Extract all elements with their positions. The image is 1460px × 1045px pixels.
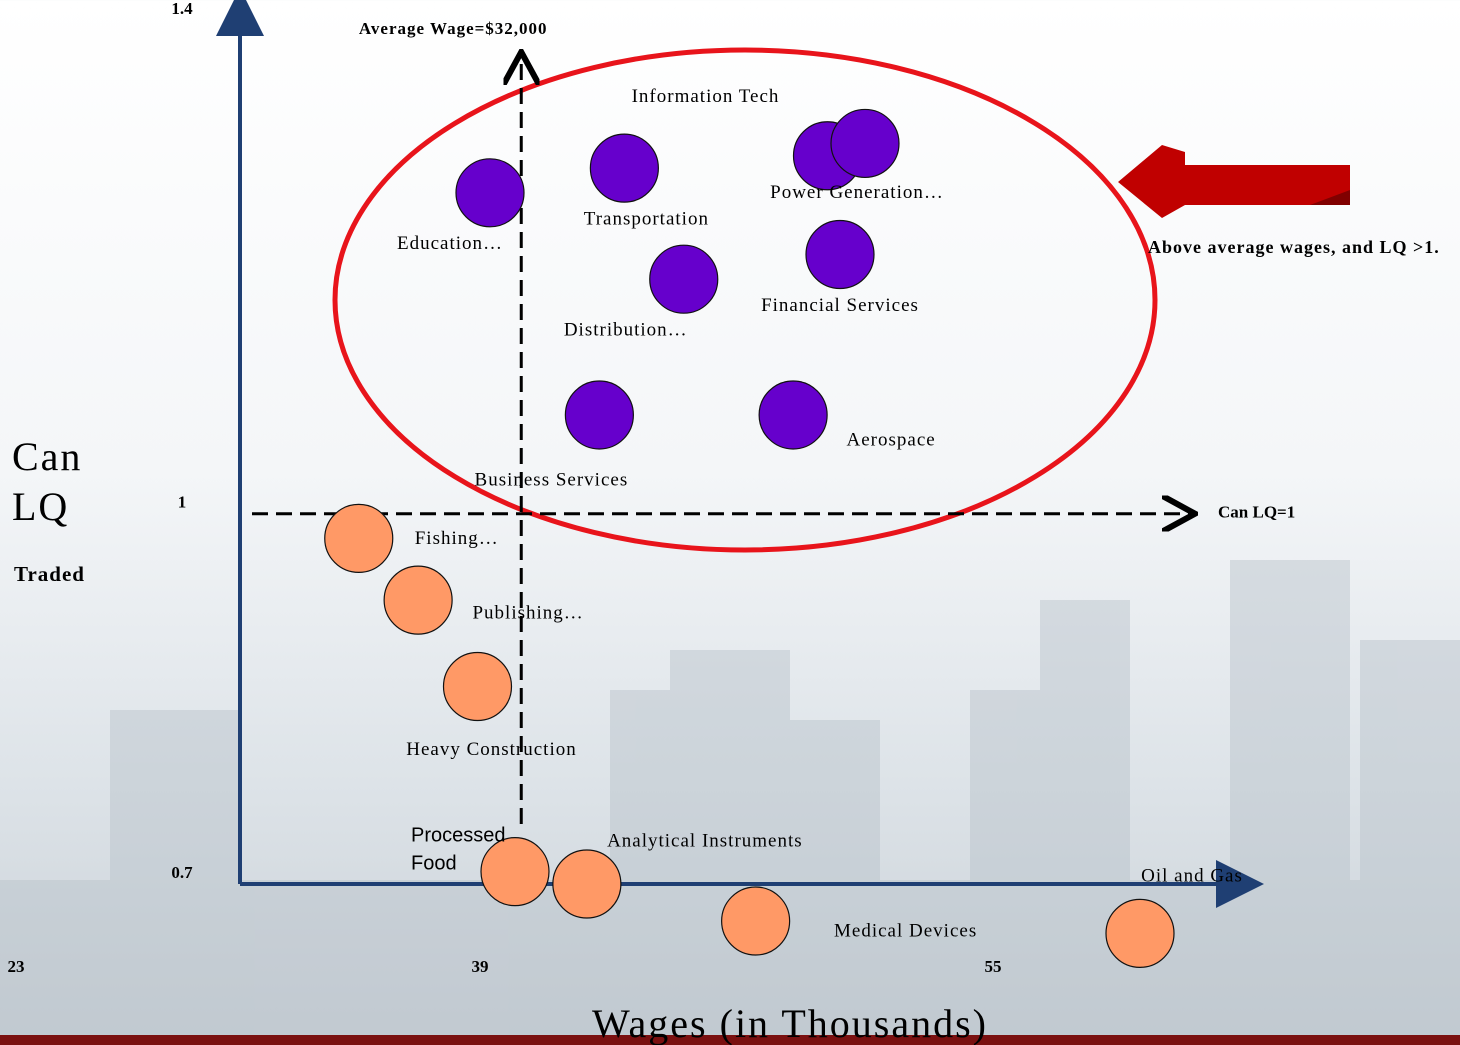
x-tick-label: 55 [985,957,1002,976]
point [758,380,828,450]
point-label: Oil and Gas [1141,866,1243,887]
point [805,219,875,290]
point [480,837,550,907]
point [564,380,634,450]
point-label: Publishing… [472,602,583,623]
point-label: Information Tech [632,86,780,107]
point-label: Analytical Instruments [607,830,803,851]
reference-label: Average Wage=$32,000 [359,19,548,38]
x-tick-label: 39 [472,957,489,976]
point-label: Transportation [584,208,709,229]
point [455,158,525,228]
point-label: Medical Devices [834,920,977,941]
point [442,651,513,722]
y-axis-title: Can LQ [12,434,83,529]
point [324,503,394,574]
point [721,886,791,956]
y-tick-label: 0.7 [171,863,193,882]
point [589,133,659,203]
point-label: Distribution… [564,320,688,341]
highlight-ellipse [332,47,1158,553]
y-tick-label: 1 [178,493,187,512]
point [1105,898,1175,968]
x-axis-title: Wages (in Thousands) [592,1001,988,1045]
point [383,565,453,635]
point-label: Fishing… [415,528,499,549]
point [552,849,622,919]
point-label: Heavy Construction [406,739,577,760]
point [830,108,900,179]
point-label: Aerospace [847,429,936,450]
point [649,244,719,314]
x-tick-label: 23 [8,957,25,976]
point-label: Financial Services [761,295,919,316]
point-label: Processed Food [411,825,506,875]
point-label: Business Services [475,469,629,490]
y-axis-subtitle: Traded [14,562,85,586]
footer-bar [0,1035,1460,1045]
callout-arrow [1118,145,1350,218]
y-tick-label: 1.4 [171,0,193,18]
point-label: Education… [397,233,503,254]
annotation: Above average wages, and LQ >1. [1148,237,1440,257]
reference-label: Can LQ=1 [1218,503,1295,522]
skyline [0,560,1460,1040]
point-label: Power Generation… [770,182,944,203]
